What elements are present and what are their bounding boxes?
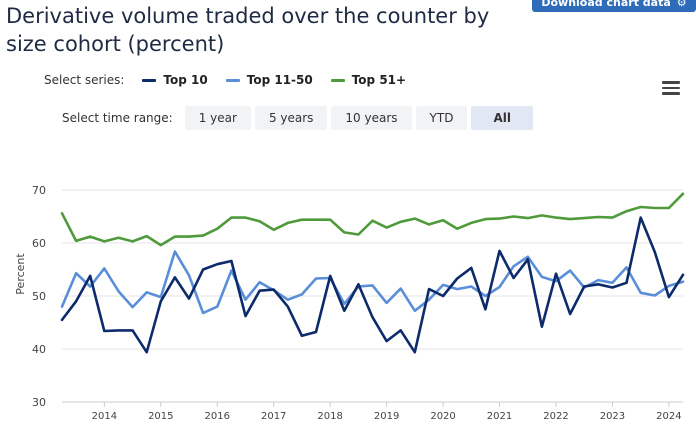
y-tick-label-30: 30: [32, 396, 46, 409]
range-button-ytd[interactable]: YTD: [415, 106, 468, 130]
range-button-5-years[interactable]: 5 years: [254, 106, 328, 130]
legend-label-top-10: Top 10: [163, 73, 208, 87]
download-button-label: Download chart data: [541, 0, 671, 9]
x-tick-label-2015: 2015: [148, 411, 173, 422]
series-line-top-10[interactable]: [60, 216, 685, 354]
x-tick-label-2022: 2022: [543, 411, 568, 422]
y-tick-label-70: 70: [32, 184, 46, 197]
x-tick-label-2020: 2020: [430, 411, 455, 422]
x-tick-label-2021: 2021: [487, 411, 512, 422]
hamburger-menu-icon[interactable]: [662, 81, 680, 95]
series-line-top-11-50[interactable]: [60, 250, 685, 315]
range-button-all[interactable]: All: [471, 106, 533, 130]
y-tick-label-50: 50: [32, 290, 46, 303]
x-axis-ticks: 2014 2015 2016 2017 2018 2019 2020 2021 2022 2023…: [92, 402, 682, 422]
legend-label-top-51-plus: Top 51+: [351, 73, 407, 87]
download-chart-data-button[interactable]: Download chart data ⚙: [532, 0, 696, 12]
y-tick-label-60: 60: [32, 237, 46, 250]
x-tick-label-2019: 2019: [374, 411, 399, 422]
time-range-label: Select time range:: [62, 111, 173, 125]
series-line-top-51-[interactable]: [60, 192, 685, 247]
page-title: Derivative volume traded over the counte…: [6, 4, 490, 56]
chart-grid: [62, 189, 683, 350]
y-axis-label: Percent: [14, 253, 27, 295]
y-tick-label-40: 40: [32, 343, 46, 356]
legend-swatch-top-10: [142, 78, 157, 82]
legend-swatch-top-11-50: [225, 78, 240, 82]
x-tick-label-2023: 2023: [600, 411, 625, 422]
range-button-1-year[interactable]: 1 year: [184, 106, 251, 130]
legend-item-top-51-plus[interactable]: Top 51+: [330, 73, 407, 87]
series-selector-label: Select series:: [44, 73, 125, 87]
legend-swatch-top-51-plus: [330, 78, 345, 82]
x-tick-label-2017: 2017: [261, 411, 286, 422]
x-tick-label-2016: 2016: [205, 411, 230, 422]
x-tick-label-2024: 2024: [656, 411, 681, 422]
series-lines: [60, 192, 685, 354]
gear-icon: ⚙: [676, 0, 687, 9]
y-axis-ticks: 30 40 50 60 70: [32, 184, 46, 409]
legend-label-top-11-50: Top 11-50: [246, 73, 313, 87]
range-button-10-years[interactable]: 10 years: [331, 106, 412, 130]
legend-item-top-10[interactable]: Top 10: [142, 73, 208, 87]
x-tick-label-2014: 2014: [92, 411, 117, 422]
series-selector: Select series: Top 10 Top 11-50 Top 51+: [44, 70, 424, 90]
legend-item-top-11-50[interactable]: Top 11-50: [225, 73, 313, 87]
time-range-selector: Select time range: 1 year 5 years 10 yea…: [62, 106, 537, 130]
x-tick-label-2018: 2018: [317, 411, 342, 422]
